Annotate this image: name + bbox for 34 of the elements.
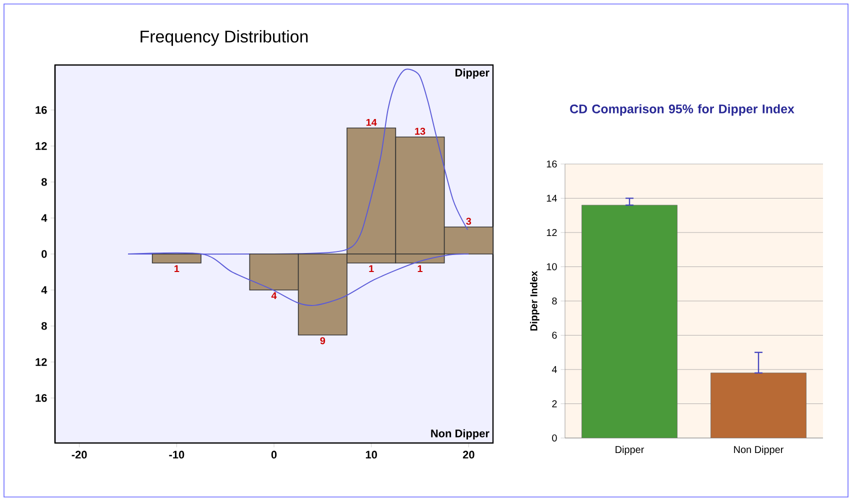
chart-title: Frequency Distribution: [140, 30, 308, 46]
x-tick-label: Dipper: [616, 446, 644, 456]
y-tick-label: 0: [552, 434, 557, 442]
x-tick-label: 0: [271, 450, 277, 459]
data-label: 14: [366, 118, 377, 126]
x-tick-label: 10: [366, 450, 377, 459]
data-label: 3: [466, 218, 472, 225]
y-tick-label: 14: [546, 194, 557, 202]
y-axis-title: Dipper Index: [530, 270, 540, 330]
data-label: 1: [369, 265, 374, 272]
data-label: 9: [320, 337, 326, 344]
annotation: Dipper: [456, 68, 490, 79]
x-tick-label: -10: [169, 450, 184, 459]
y-tick-label: 0: [42, 250, 47, 258]
data-label: 1: [418, 265, 422, 272]
annotation: Non Dipper: [431, 429, 490, 440]
y-tick-label: 16: [36, 106, 47, 114]
y-tick-label: 16: [546, 160, 557, 168]
y-tick-label: 12: [36, 142, 47, 150]
x-tick-label: Non Dipper: [734, 446, 784, 456]
chart-title: CD Comparison 95% for Dipper Index: [570, 104, 794, 116]
y-tick-label: 2: [552, 400, 557, 408]
data-label: 4: [271, 292, 277, 300]
y-tick-label: 4: [552, 366, 557, 373]
y-tick-label: 12: [546, 229, 557, 236]
y-tick-label: 10: [546, 263, 557, 270]
y-tick-label: 8: [552, 297, 557, 305]
x-tick-label: 20: [462, 450, 474, 459]
y-tick-label: 6: [552, 332, 557, 339]
y-tick-label: 4: [41, 214, 48, 222]
data-label: 13: [415, 128, 426, 135]
y-tick-label: 8: [41, 178, 47, 186]
x-tick-label: -20: [72, 450, 87, 459]
data-label: 1: [174, 265, 180, 272]
